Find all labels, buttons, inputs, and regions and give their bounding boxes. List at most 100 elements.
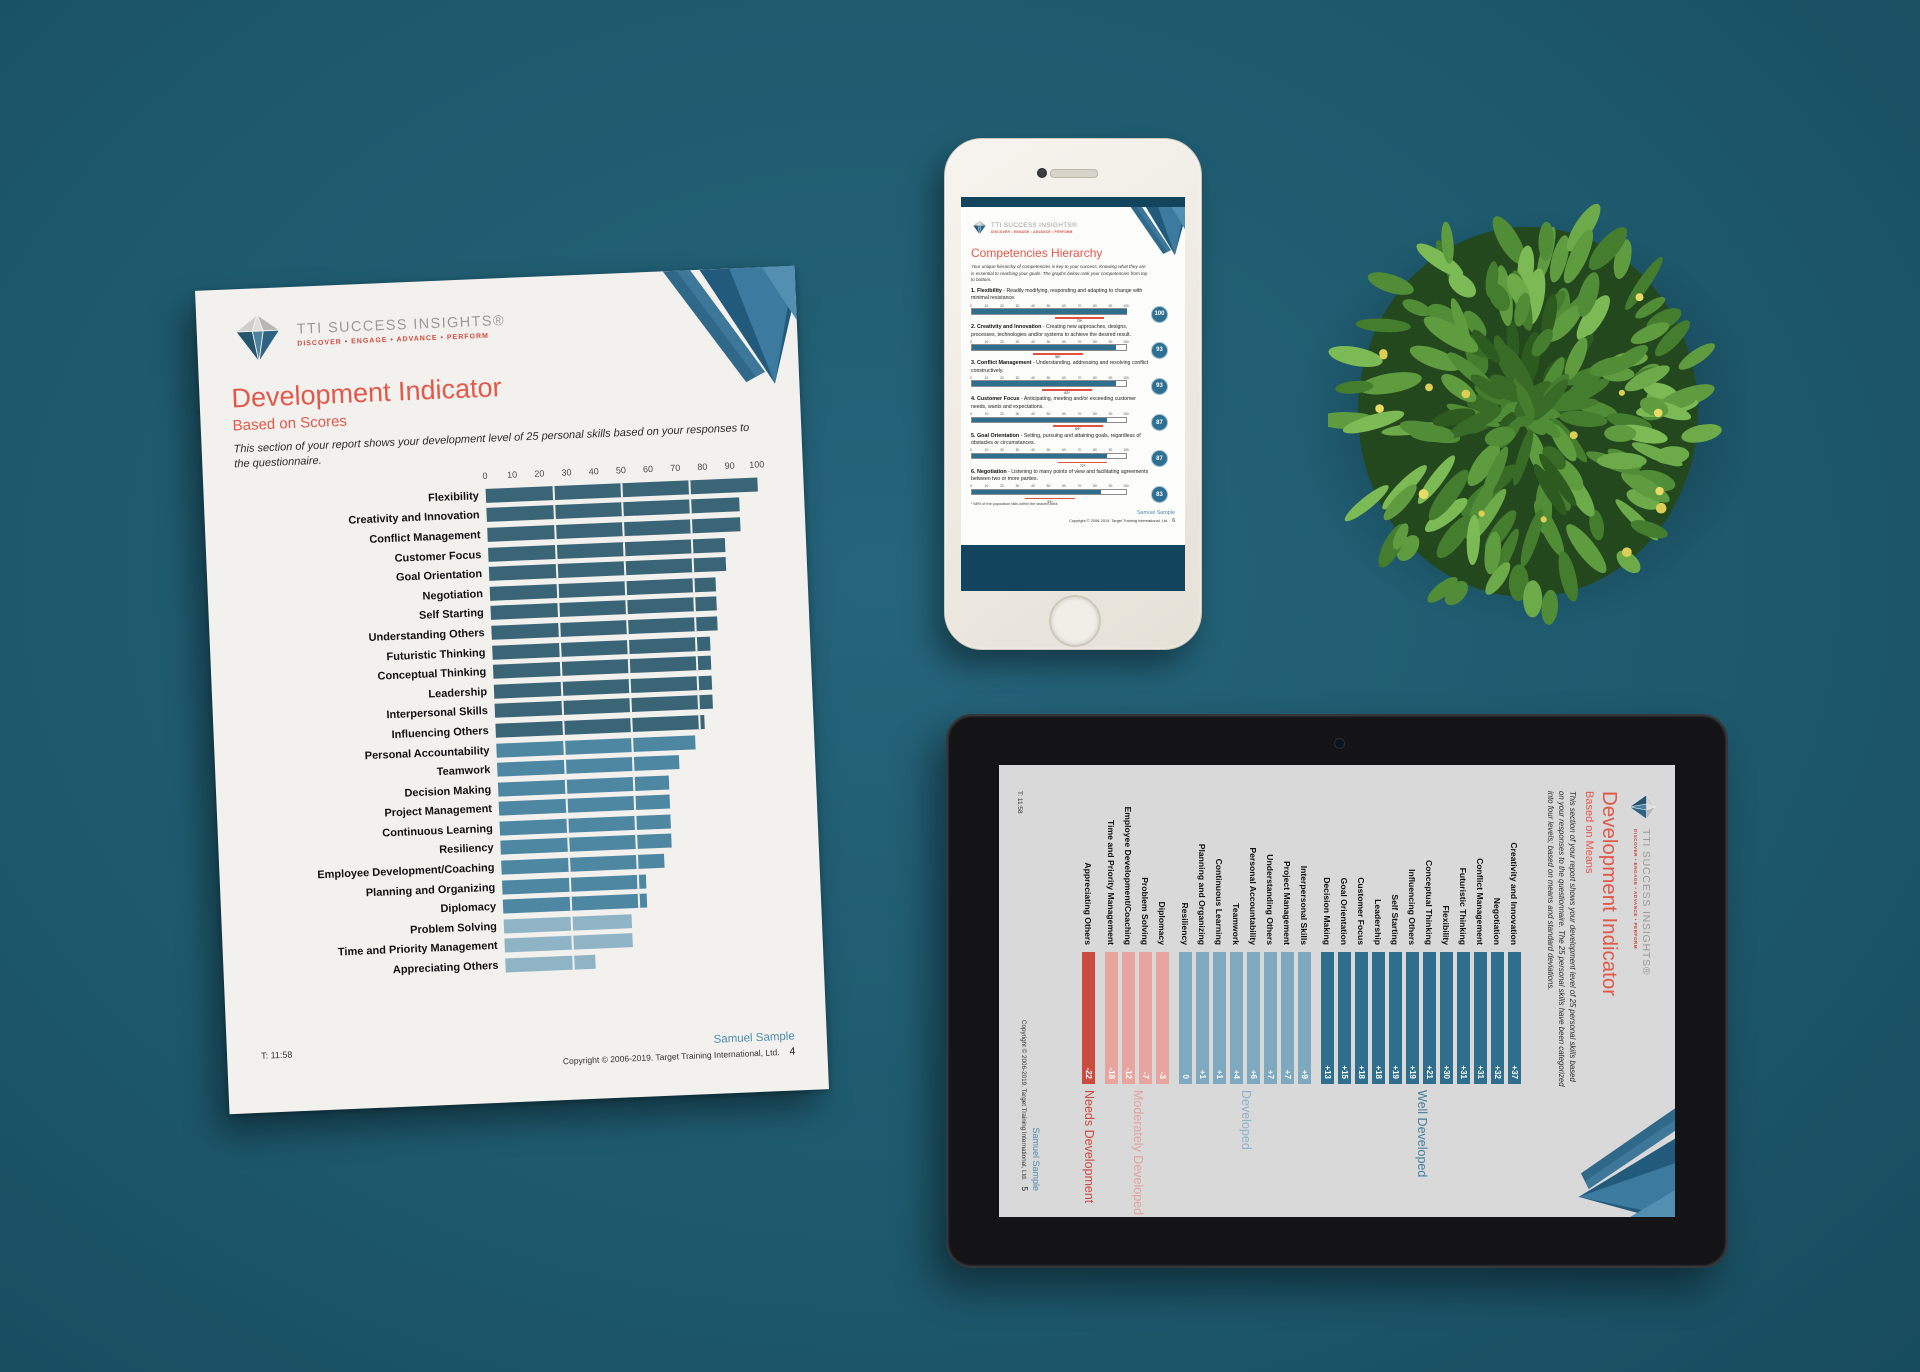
mean-label: Diplomacy bbox=[1157, 901, 1168, 945]
mean-row: Project Management +7 bbox=[1279, 765, 1296, 1217]
competency-text: 4. Customer Focus - Anticipating, meetin… bbox=[971, 396, 1151, 411]
population-mean-label: 69* bbox=[1075, 427, 1081, 432]
mini-axis-tick: 40 bbox=[1031, 412, 1035, 416]
mean-value: +13 bbox=[1323, 1065, 1332, 1079]
mini-axis-tick: 0 bbox=[970, 412, 972, 416]
mini-axis-tick: 20 bbox=[1000, 303, 1004, 308]
bar-gridline bbox=[566, 818, 570, 833]
competency-chart: 0 10 20 30 40 50 60 70 80 90 100 69* 87 bbox=[970, 412, 1177, 432]
mean-value: +31 bbox=[1459, 1065, 1468, 1079]
tablet-screen: TTI SUCCESS INSIGHTS® DISCOVER • ENGAGE … bbox=[999, 765, 1675, 1217]
mean-strip: +19 bbox=[1388, 952, 1403, 1084]
mini-axis-tick: 30 bbox=[1015, 448, 1020, 453]
mean-value: +19 bbox=[1391, 1065, 1400, 1079]
page-number: 4 bbox=[789, 1045, 796, 1058]
mini-axis-tick: 80 bbox=[1093, 448, 1097, 453]
mean-row: Leadership +18 bbox=[1370, 765, 1387, 1217]
mini-axis-tick: 90 bbox=[1108, 303, 1113, 308]
mean-strip: +9 bbox=[1297, 952, 1312, 1084]
mean-value: +18 bbox=[1374, 1065, 1383, 1079]
competency-name: 4. Customer Focus bbox=[971, 396, 1020, 403]
time-label: T: 11:58 bbox=[260, 1049, 293, 1061]
tti-logo: TTI SUCCESS INSIGHTS® DISCOVER • ENGAGE … bbox=[1628, 791, 1657, 975]
mini-axis-tick: 40 bbox=[1031, 448, 1035, 453]
mini-bar bbox=[972, 489, 1101, 495]
mean-value: +1 bbox=[1215, 1069, 1224, 1079]
mini-axis-tick: 30 bbox=[1015, 375, 1020, 380]
time-label: T: 11:58 bbox=[1016, 791, 1023, 814]
mean-strip: +18 bbox=[1354, 952, 1369, 1084]
bar-gridline bbox=[558, 622, 562, 637]
mini-axis-tick: 10 bbox=[984, 484, 989, 489]
competency-text: 6. Negotiation - Listening to many point… bbox=[971, 469, 1151, 484]
mini-bar-track bbox=[971, 488, 1127, 496]
mean-strip: +31 bbox=[1456, 952, 1471, 1084]
competency-chart: 0 10 20 30 40 50 60 70 80 90 100 51* 83 bbox=[970, 484, 1177, 504]
mean-label: Flexibility bbox=[1441, 905, 1452, 945]
bar-gridline bbox=[553, 505, 557, 520]
mini-axis-tick: 60 bbox=[1062, 375, 1066, 380]
axis-tick: 70 bbox=[670, 462, 681, 474]
mean-strip: +21 bbox=[1422, 952, 1437, 1084]
mini-axis-tick: 20 bbox=[1000, 375, 1004, 380]
bar-gridline bbox=[639, 933, 643, 948]
mini-axis: 0 10 20 30 40 50 60 70 80 90 100 bbox=[970, 339, 1131, 344]
mean-label: Personal Accountability bbox=[1248, 847, 1259, 945]
mean-label: Conceptual Thinking bbox=[1424, 860, 1435, 945]
competency-item: 1. Flexibility - Readily modifying, resp… bbox=[970, 288, 1177, 323]
mini-bar bbox=[972, 381, 1117, 386]
mini-axis-tick: 30 bbox=[1015, 412, 1020, 416]
mean-row: Flexibility +30 bbox=[1438, 765, 1455, 1217]
mini-axis-tick: 60 bbox=[1062, 303, 1066, 308]
mini-axis-tick: 100 bbox=[1123, 375, 1129, 380]
bar-gridline bbox=[696, 675, 700, 690]
mini-axis-tick: 50 bbox=[1046, 448, 1051, 453]
competency-text: 3. Conflict Management - Understanding, … bbox=[971, 360, 1151, 375]
mini-axis-tick: 0 bbox=[970, 303, 972, 308]
level-caption: Developed bbox=[1239, 1090, 1253, 1150]
mean-label: Customer Focus bbox=[1356, 877, 1367, 945]
competency-name: 5. Goal Orientation bbox=[971, 432, 1020, 439]
mean-value: +4 bbox=[1232, 1069, 1241, 1079]
mean-label: Time and Priority Management bbox=[1106, 820, 1117, 945]
mean-label: Resiliency bbox=[1180, 902, 1191, 945]
bar-gridline bbox=[707, 930, 711, 945]
competency-item: 2. Creativity and Innovation - Creating … bbox=[970, 324, 1177, 359]
bar-gridline bbox=[554, 544, 558, 559]
mini-axis-tick: 10 bbox=[984, 375, 989, 380]
mean-label: Creativity and Innovation bbox=[1509, 842, 1520, 945]
competency-description: - Setting, pursuing and attaining goals,… bbox=[971, 432, 1141, 446]
mini-axis-tick: 90 bbox=[1108, 339, 1113, 344]
brand-name: TTI SUCCESS INSIGHTS® bbox=[991, 222, 1078, 229]
plant bbox=[1328, 203, 1722, 625]
mean-strip: +1 bbox=[1195, 952, 1210, 1084]
mean-value: 0 bbox=[1181, 1074, 1190, 1079]
mean-row: Creativity and Innovation +37 bbox=[1506, 765, 1523, 1217]
mean-label: Understanding Others bbox=[1265, 854, 1276, 945]
bar-gridline bbox=[624, 580, 628, 595]
mini-axis-tick: 10 bbox=[984, 303, 989, 308]
bar-gridline bbox=[571, 936, 575, 951]
phone-device: TTI SUCCESS INSIGHTS® DISCOVER • ENGAGE … bbox=[944, 138, 1202, 650]
mini-axis-tick: 50 bbox=[1046, 339, 1051, 344]
mini-axis-tick: 10 bbox=[984, 448, 989, 453]
bar-gridline bbox=[698, 715, 701, 730]
mean-value: +1 bbox=[1198, 1069, 1207, 1079]
mini-axis-tick: 0 bbox=[970, 339, 972, 344]
bar-gridline bbox=[639, 952, 643, 967]
mini-axis-tick: 70 bbox=[1077, 484, 1082, 489]
mini-bar bbox=[972, 417, 1107, 422]
mean-label: Futuristic Thinking bbox=[1458, 867, 1469, 945]
mini-axis: 0 10 20 30 40 50 60 70 80 90 100 bbox=[970, 412, 1131, 416]
mini-axis-tick: 80 bbox=[1093, 375, 1097, 380]
competency-description: - Readily modifying, responding and adap… bbox=[971, 288, 1143, 302]
bar-gridline bbox=[562, 740, 566, 755]
bar-gridline bbox=[569, 896, 573, 912]
mean-label: Problem Solving bbox=[1140, 877, 1151, 945]
tablet-device: TTI SUCCESS INSIGHTS® DISCOVER • ENGAGE … bbox=[946, 714, 1728, 1268]
mean-strip: +6 bbox=[1246, 952, 1261, 1084]
diamond-logo-icon bbox=[1628, 791, 1657, 823]
phone-home-button[interactable] bbox=[1049, 595, 1101, 647]
competency-item: 3. Conflict Management - Understanding, … bbox=[970, 360, 1177, 395]
mini-axis-tick: 80 bbox=[1093, 339, 1097, 344]
